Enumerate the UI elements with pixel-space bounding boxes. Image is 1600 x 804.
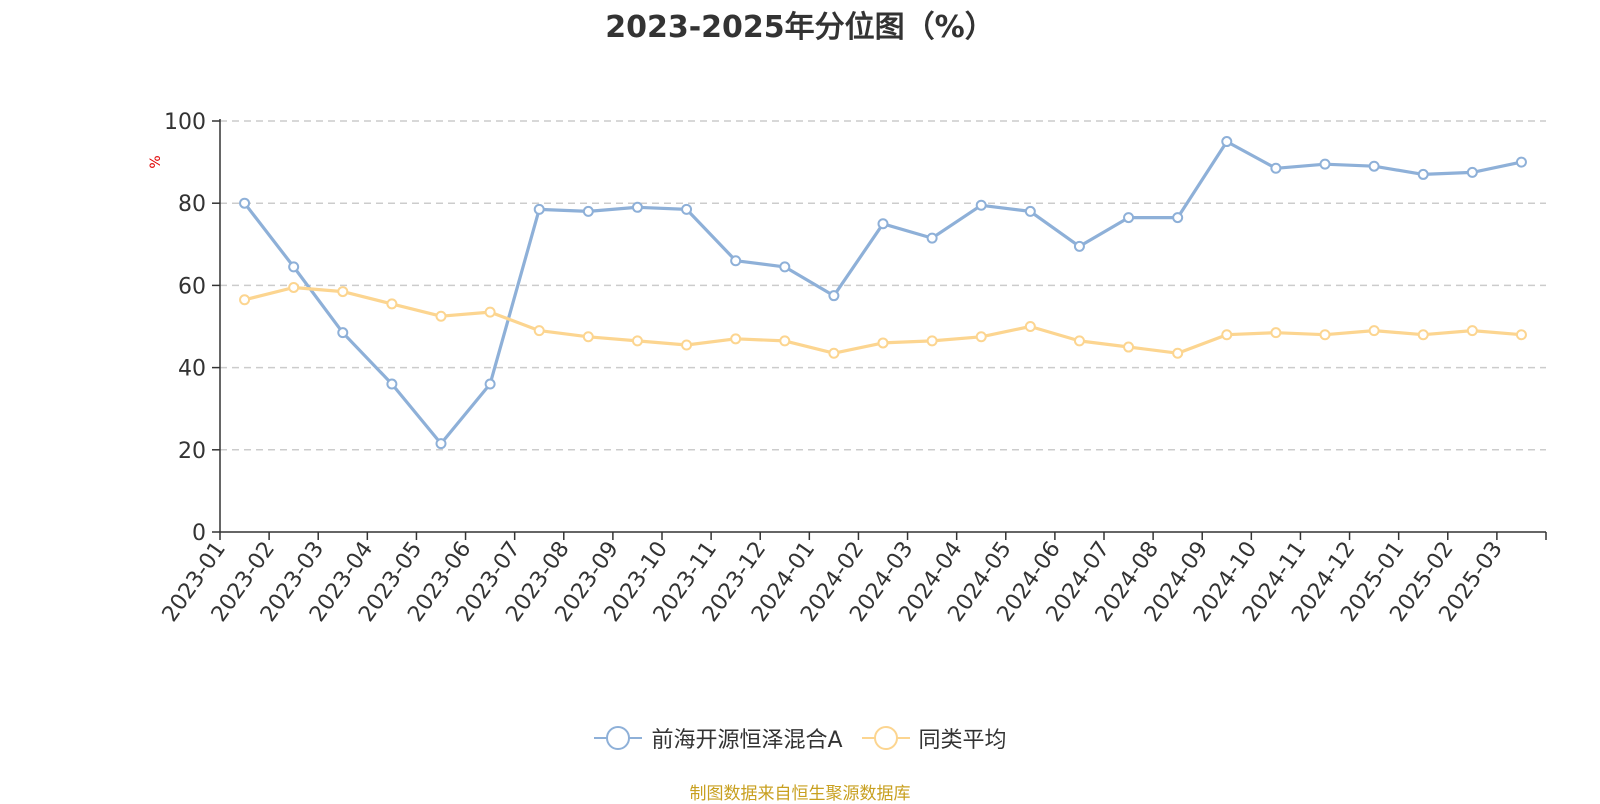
data-point-1[interactable] [1123,341,1135,353]
data-point-0[interactable] [288,261,300,273]
data-point-1[interactable] [1270,327,1282,339]
legend-marker-icon [861,726,910,750]
data-point-1[interactable] [1466,325,1478,337]
data-point-0[interactable] [1073,240,1085,252]
data-point-0[interactable] [1172,212,1184,224]
data-point-0[interactable] [1417,168,1429,180]
data-point-1[interactable] [582,331,594,343]
data-point-1[interactable] [926,335,938,347]
data-point-0[interactable] [1368,160,1380,172]
data-point-0[interactable] [730,255,742,267]
y-tick-label: 80 [178,192,206,217]
data-point-0[interactable] [484,378,496,390]
data-point-0[interactable] [1024,205,1036,217]
series-lines [239,136,1527,450]
data-point-1[interactable] [435,310,447,322]
legend-marker-icon [594,726,643,750]
line-chart: 0204060801002023-012023-022023-032023-04… [148,110,1547,627]
data-point-0[interactable] [631,201,643,213]
data-point-1[interactable] [1172,347,1184,359]
data-point-0[interactable] [926,232,938,244]
y-axis-label: % [148,155,164,168]
y-tick-label: 40 [178,357,206,382]
data-point-0[interactable] [533,203,545,215]
data-point-1[interactable] [239,294,251,306]
data-point-0[interactable] [1221,136,1233,148]
data-point-1[interactable] [1221,329,1233,341]
data-point-1[interactable] [1368,325,1380,337]
data-point-0[interactable] [435,438,447,450]
y-tick-label: 100 [164,110,206,135]
data-point-1[interactable] [1073,335,1085,347]
data-point-1[interactable] [288,281,300,293]
data-point-0[interactable] [828,290,840,302]
data-point-0[interactable] [877,218,889,230]
data-point-1[interactable] [631,335,643,347]
data-point-0[interactable] [1270,162,1282,174]
data-point-1[interactable] [779,335,791,347]
y-tick-label: 60 [178,274,206,299]
data-point-1[interactable] [1319,329,1331,341]
data-point-1[interactable] [975,331,987,343]
data-point-1[interactable] [386,298,398,310]
data-point-1[interactable] [484,306,496,318]
legend-item-1[interactable]: 同类平均 [861,722,1007,754]
data-point-0[interactable] [1319,158,1331,170]
data-point-0[interactable] [582,205,594,217]
chart-title: 2023-2025年分位图（%） [605,10,995,45]
data-point-1[interactable] [1417,329,1429,341]
data-point-0[interactable] [337,327,349,339]
data-point-1[interactable] [828,347,840,359]
data-point-1[interactable] [730,333,742,345]
data-point-0[interactable] [1466,166,1478,178]
y-tick-label: 0 [192,521,206,546]
axes: 0204060801002023-012023-022023-032023-04… [158,110,1547,627]
legend-label: 前海开源恒泽混合A [651,728,843,753]
data-source-note: 制图数据来自恒生聚源数据库 [689,784,911,804]
data-point-1[interactable] [1024,321,1036,332]
data-point-1[interactable] [681,339,693,351]
data-point-1[interactable] [1515,329,1527,341]
series-line-0 [243,140,1522,446]
y-tick-label: 20 [178,439,206,464]
data-point-1[interactable] [337,286,349,298]
legend[interactable]: 前海开源恒泽混合A 同类平均 [0,722,1600,754]
data-point-1[interactable] [533,325,545,337]
data-point-0[interactable] [681,203,693,215]
data-point-0[interactable] [1515,156,1527,168]
legend-label: 同类平均 [918,728,1007,753]
data-point-0[interactable] [239,197,251,209]
gridlines [220,120,1546,451]
data-point-0[interactable] [779,261,791,273]
data-point-1[interactable] [877,337,889,349]
data-point-0[interactable] [386,378,398,390]
data-point-0[interactable] [1123,212,1135,224]
data-point-0[interactable] [975,199,987,211]
legend-item-0[interactable]: 前海开源恒泽混合A [593,722,843,754]
